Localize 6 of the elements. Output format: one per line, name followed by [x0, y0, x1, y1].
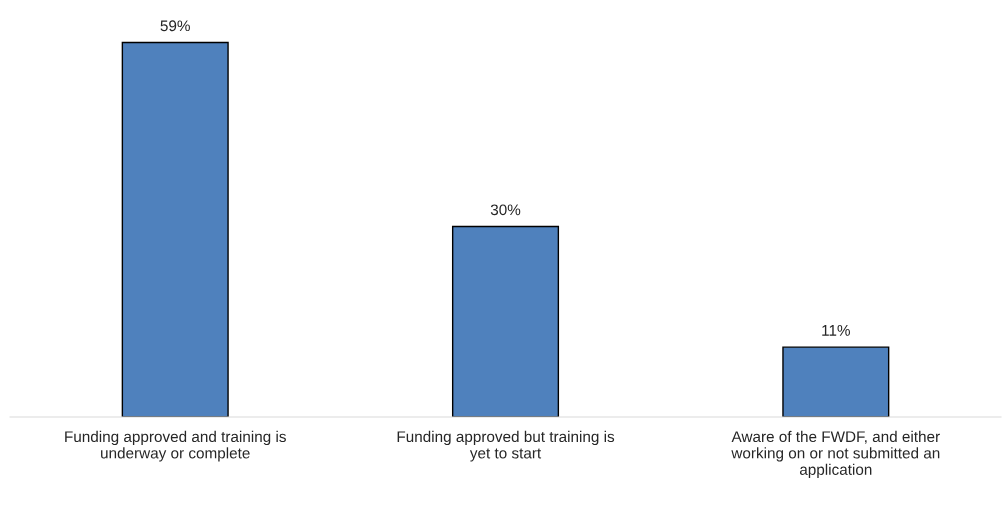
data-label: 59% — [160, 20, 190, 32]
data-label: 11% — [822, 325, 850, 336]
x-tick-label: Funding approved but training is yet to start — [397, 430, 615, 462]
x-tick-label: Funding approved and training is underway or complete — [65, 430, 286, 462]
data-label: 30% — [490, 204, 521, 216]
x-tick-label: Aware of the FWDF, and either working on or not submitted an application — [731, 430, 940, 478]
